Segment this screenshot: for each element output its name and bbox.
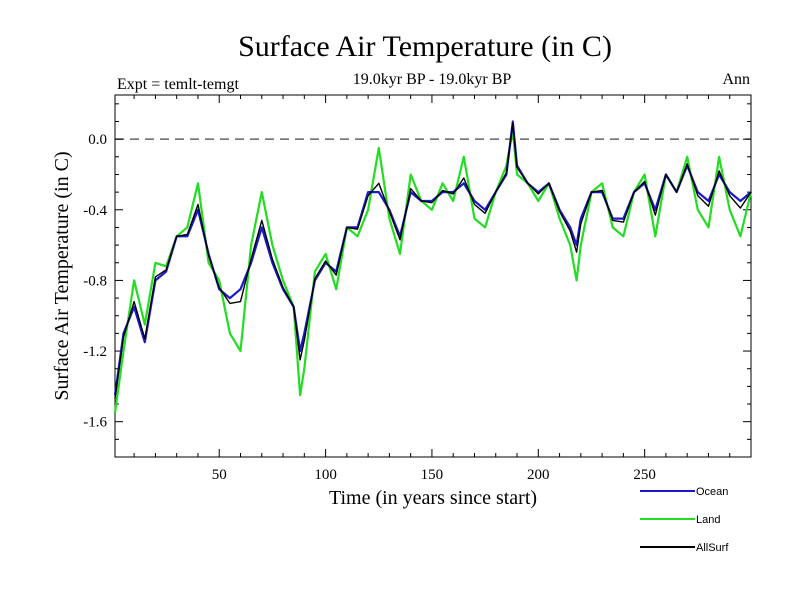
axis-ticks [115,95,751,458]
x-tick-label: 100 [314,467,337,483]
y-tick-label: -1.6 [83,415,107,431]
series-layer [113,120,753,414]
y-tick-label: 0.0 [88,132,107,148]
x-tick-label: 200 [527,467,550,483]
x-tick-label: 50 [212,467,227,483]
chart-subtitle: 19.0kyr BP - 19.0kyr BP [353,71,512,88]
x-tick-label: 150 [421,467,444,483]
y-tick-label: -0.8 [83,273,107,289]
plot-frame [114,94,752,458]
period-label: Ann [722,71,750,88]
y-tick-label: -1.2 [83,344,107,360]
x-axis-label: Time (in years since start) [329,487,537,509]
chart-title: Surface Air Temperature (in C) [238,30,612,63]
plot-area [113,94,753,458]
x-tick-labels: 50 100 150 200 250 [212,467,656,483]
expt-label: Expt = temlt-temgt [117,76,239,93]
legend-label-allsurf: AllSurf [696,542,729,554]
y-axis-label: Surface Air Temperature (in C) [51,151,73,400]
y-tick-labels: 0.0 -0.4 -0.8 -1.2 -1.6 [83,132,107,431]
x-tick-label: 250 [633,467,656,483]
series-line-ocean [113,120,752,396]
series-line-allsurf [114,122,752,399]
legend-label-land: Land [696,514,720,526]
legend-label-ocean: Ocean [696,486,728,498]
series-line-land [113,129,753,414]
legend: Ocean Land AllSurf [640,486,729,554]
y-tick-label: -0.4 [83,203,107,219]
